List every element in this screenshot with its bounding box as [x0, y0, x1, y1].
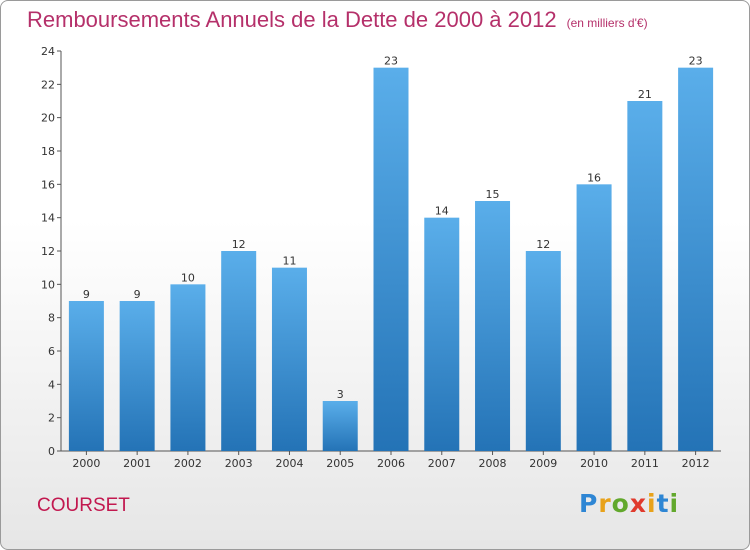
proxiti-logo: Proxiti [579, 489, 679, 518]
x-tick-label: 2001 [123, 457, 151, 470]
x-tick-label: 2004 [275, 457, 303, 470]
y-tick-label: 2 [48, 412, 55, 425]
logo-letter: x [629, 489, 647, 518]
x-tick-label: 2012 [682, 457, 710, 470]
data-label: 3 [337, 388, 344, 401]
x-tick-label: 2008 [479, 457, 507, 470]
bars [68, 67, 714, 452]
x-tick-label: 2002 [174, 457, 202, 470]
y-tick-label: 4 [48, 378, 55, 391]
data-label: 21 [638, 88, 652, 101]
logo-letter: i [647, 489, 657, 518]
data-label: 15 [486, 188, 500, 201]
bar [525, 251, 561, 451]
x-tick-label: 2009 [529, 457, 557, 470]
data-label: 16 [587, 171, 601, 184]
data-label: 12 [536, 238, 550, 251]
logo-letter: o [611, 489, 630, 518]
bar [322, 401, 358, 451]
bar [221, 251, 257, 451]
bar [678, 67, 714, 452]
data-label: 11 [282, 255, 296, 268]
y-tick-label: 20 [41, 112, 55, 125]
data-label: 14 [435, 205, 449, 218]
bar [271, 267, 307, 451]
logo-letter: t [656, 489, 670, 518]
y-tick-label: 8 [48, 312, 55, 325]
y-tick-label: 10 [41, 278, 55, 291]
data-label: 9 [83, 288, 90, 301]
y-tick-label: 18 [41, 145, 55, 158]
logo-letter: i [669, 489, 680, 518]
x-tick-label: 2005 [326, 457, 354, 470]
x-tick-label: 2006 [377, 457, 405, 470]
bar [424, 217, 460, 451]
bar [627, 101, 663, 451]
commune-name: COURSET [37, 495, 130, 516]
y-tick-label: 12 [41, 245, 55, 258]
bar [119, 301, 155, 451]
x-tick-label: 2003 [225, 457, 253, 470]
bar [475, 201, 511, 451]
bar [170, 284, 206, 451]
logo-letter: P [579, 489, 599, 518]
y-tick-label: 14 [41, 212, 55, 225]
data-label: 10 [181, 271, 195, 284]
y-tick-label: 16 [41, 178, 55, 191]
data-label: 23 [384, 55, 398, 68]
data-labels: 9 9 10 12 11 3 23 14 15 12 16 21 23 [83, 55, 703, 401]
data-label: 23 [689, 55, 703, 68]
y-tick-label: 0 [48, 445, 55, 458]
bar [373, 67, 409, 452]
data-label: 9 [134, 288, 141, 301]
y-tick-label: 22 [41, 78, 55, 91]
bar [68, 301, 104, 451]
y-tick-label: 24 [41, 45, 55, 58]
bar [576, 184, 612, 452]
chart-subtitle: (en milliers d'€) [566, 16, 648, 30]
x-tick-label: 2007 [428, 457, 456, 470]
data-label: 12 [232, 238, 246, 251]
x-tick-label: 2010 [580, 457, 608, 470]
chart-title: Remboursements Annuels de la Dette de 20… [27, 7, 648, 33]
x-tick-label: 2000 [72, 457, 100, 470]
y-tick-label: 6 [48, 345, 55, 358]
logo-letter: r [598, 489, 612, 518]
chart-title-text: Remboursements Annuels de la Dette de 20… [27, 7, 557, 32]
x-tick-label: 2011 [631, 457, 659, 470]
